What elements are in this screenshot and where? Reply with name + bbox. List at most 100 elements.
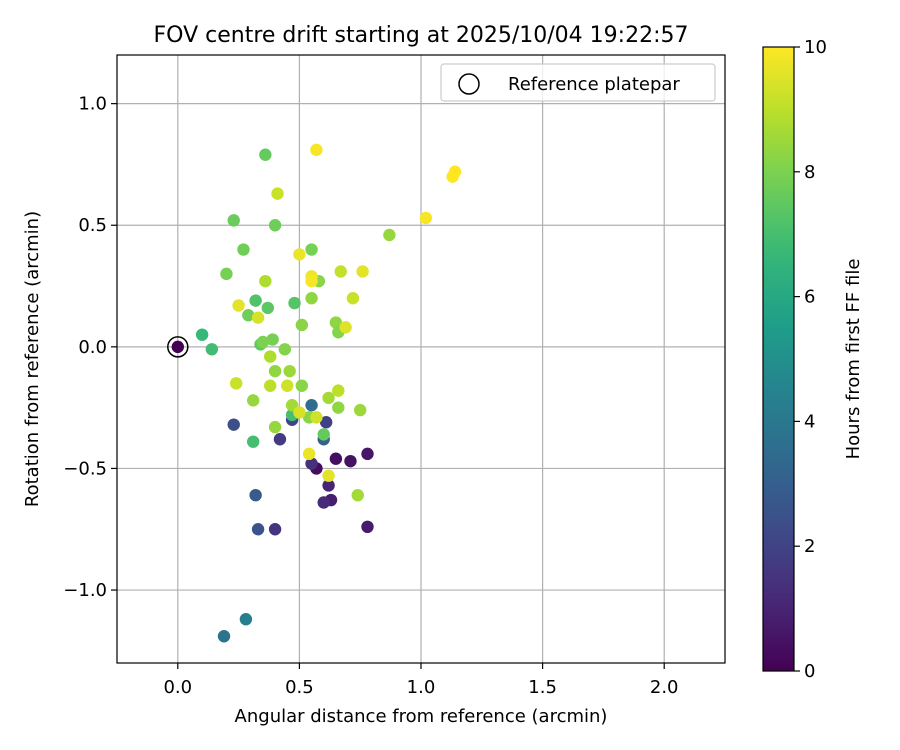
data-point [264,379,277,392]
colorbar-tick-label: 0 [804,661,815,682]
data-point [356,265,369,278]
data-point [268,420,282,434]
x-tick-label: 0.5 [285,677,314,698]
data-point [317,496,330,509]
x-axis-label: Angular distance from reference (arcmin) [235,706,608,727]
legend-reference-marker [458,73,480,95]
data-point [305,274,318,288]
x-tick-label: 1.5 [528,677,557,698]
data-point [332,384,345,397]
data-point [295,379,309,392]
data-point [271,187,284,200]
y-tick-label: 0.0 [78,337,107,358]
data-point [322,479,335,492]
data-point [268,219,282,232]
data-point [246,435,260,448]
data-point [195,328,209,341]
data-point [322,469,335,482]
data-point [419,211,433,225]
data-point [266,333,279,346]
data-point [322,391,335,405]
data-point [268,364,282,378]
reference-marker-group [167,336,189,358]
data-point [317,428,330,441]
data-point [283,364,296,378]
data-point [334,265,347,278]
reference-point-fill [171,340,184,354]
data-point [329,452,343,465]
data-point [251,523,265,536]
data-point [448,165,462,178]
data-point [295,318,309,332]
data-point [217,630,231,643]
colorbar-fill [763,47,794,671]
data-point [293,406,306,419]
data-point [246,394,260,407]
data-point [229,377,243,390]
data-point [319,416,333,429]
legend-box [440,63,716,102]
data-point [383,228,396,242]
data-point [305,292,318,305]
legend-label-reference: Reference platepar [508,74,680,95]
y-tick-label: −1.0 [63,580,107,601]
colorbar-tick-label: 6 [804,287,815,308]
data-point [273,433,287,446]
data-point [281,379,294,392]
data-point [227,214,240,227]
chart-title: FOV centre drift starting at 2025/10/04 … [154,23,689,48]
y-axis-label: Rotation from reference (arcmin) [22,211,43,507]
colorbar: 0 2 4 6 8 10 [762,37,827,682]
data-point [227,418,240,431]
colorbar-tick-label: 4 [804,411,815,432]
data-point [329,316,343,329]
legend: Reference platepar [440,63,716,102]
data-point [259,148,272,161]
data-point [261,301,274,315]
data-point [259,274,272,288]
y-axis-ticks: −1.0 −0.5 0.0 0.5 1.0 [63,94,117,601]
data-point [344,454,357,468]
colorbar-label: Hours from first FF file [843,259,864,460]
data-point [249,488,262,502]
data-points [195,143,462,643]
data-point [278,343,292,356]
data-point [361,447,374,461]
data-point [310,411,323,424]
data-point [332,401,345,414]
data-point [305,243,318,256]
data-point [288,296,301,310]
data-point [242,309,255,322]
data-point [205,343,219,356]
data-point [305,399,318,412]
data-point [237,243,250,256]
data-point [310,143,323,157]
y-tick-label: 1.0 [78,94,107,115]
data-point [264,350,277,363]
data-point [361,520,374,534]
reference-point-ring [167,336,189,358]
data-point [293,248,306,261]
y-tick-label: −0.5 [63,458,107,479]
x-tick-label: 1.0 [407,677,436,698]
data-point [339,321,352,334]
y-tick-label: 0.5 [78,215,107,236]
data-point [251,311,265,324]
data-point [232,299,245,312]
colorbar-tick-label: 10 [804,37,827,58]
data-point [220,267,233,281]
data-point [351,488,364,502]
colorbar-tick-label: 8 [804,162,815,183]
x-tick-label: 2.0 [650,677,679,698]
colorbar-frame [762,46,795,672]
x-tick-label: 0.0 [163,677,192,698]
data-point [302,447,316,461]
data-point [305,457,318,470]
data-point [354,403,367,417]
data-point [239,613,253,626]
data-point [249,294,262,307]
x-axis-ticks: 0.0 0.5 1.0 1.5 2.0 [163,663,679,698]
data-point [256,335,270,349]
